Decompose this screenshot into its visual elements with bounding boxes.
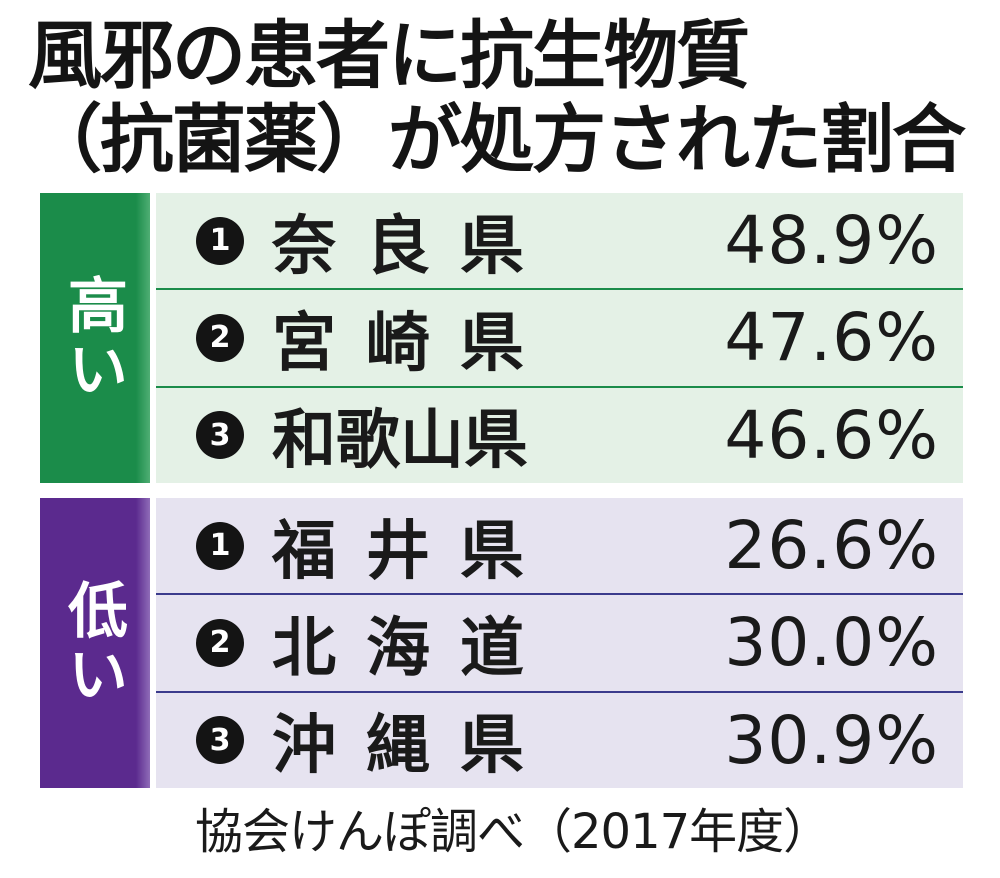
prefecture-name: 宮崎県: [272, 306, 554, 381]
rank-badge: 1: [196, 216, 244, 265]
prefecture-name: 奈良県: [272, 209, 554, 284]
group-high-label: 高い: [57, 274, 128, 402]
percentage-value: 47.6%: [724, 299, 939, 377]
rank-badge: 2: [196, 313, 244, 362]
group-high-rows: 1 奈良県 48.9% 2 宮崎県 47.6% 3 和歌山県 46.6%: [156, 193, 963, 483]
group-low-label-box: 低い: [40, 498, 150, 788]
prefecture-name: 沖縄県: [272, 709, 554, 784]
group-low: 低い 1 福井県 26.6% 2 北海道 30.0% 3 沖縄県 30.9%: [40, 498, 963, 788]
prefecture-name: 福井県: [272, 514, 554, 589]
percentage-value: 30.9%: [724, 701, 939, 779]
table-row: 2 北海道 30.0%: [156, 593, 963, 690]
group-low-label: 低い: [57, 579, 128, 707]
title-line-1: 風邪の患者に抗生物質: [28, 13, 750, 99]
table-row: 3 和歌山県 46.6%: [156, 385, 963, 483]
table-row: 1 奈良県 48.9%: [156, 193, 963, 288]
prefecture-name: 北海道: [272, 611, 554, 686]
percentage-value: 30.0%: [724, 604, 939, 682]
table-row: 2 宮崎県 47.6%: [156, 288, 963, 385]
group-high: 高い 1 奈良県 48.9% 2 宮崎県 47.6% 3 和歌山県 46.6%: [40, 193, 963, 483]
table-row: 3 沖縄県 30.9%: [156, 690, 963, 788]
chart-title: 風邪の患者に抗生物質 （抗菌薬）が処方された割合: [28, 14, 988, 182]
rank-badge: 2: [196, 618, 244, 667]
prefecture-name: 和歌山県: [272, 404, 528, 479]
rank-badge: 3: [196, 411, 244, 460]
group-high-label-box: 高い: [40, 193, 150, 483]
group-low-rows: 1 福井県 26.6% 2 北海道 30.0% 3 沖縄県 30.9%: [156, 498, 963, 788]
percentage-value: 46.6%: [724, 396, 939, 474]
table-row: 1 福井県 26.6%: [156, 498, 963, 593]
percentage-value: 48.9%: [724, 202, 939, 280]
rank-badge: 3: [196, 716, 244, 765]
percentage-value: 26.6%: [724, 507, 939, 585]
title-line-2: （抗菌薬）が処方された割合: [28, 97, 966, 183]
rank-badge: 1: [196, 521, 244, 570]
source-note: 協会けんぽ調べ（2017年度）: [195, 804, 831, 860]
